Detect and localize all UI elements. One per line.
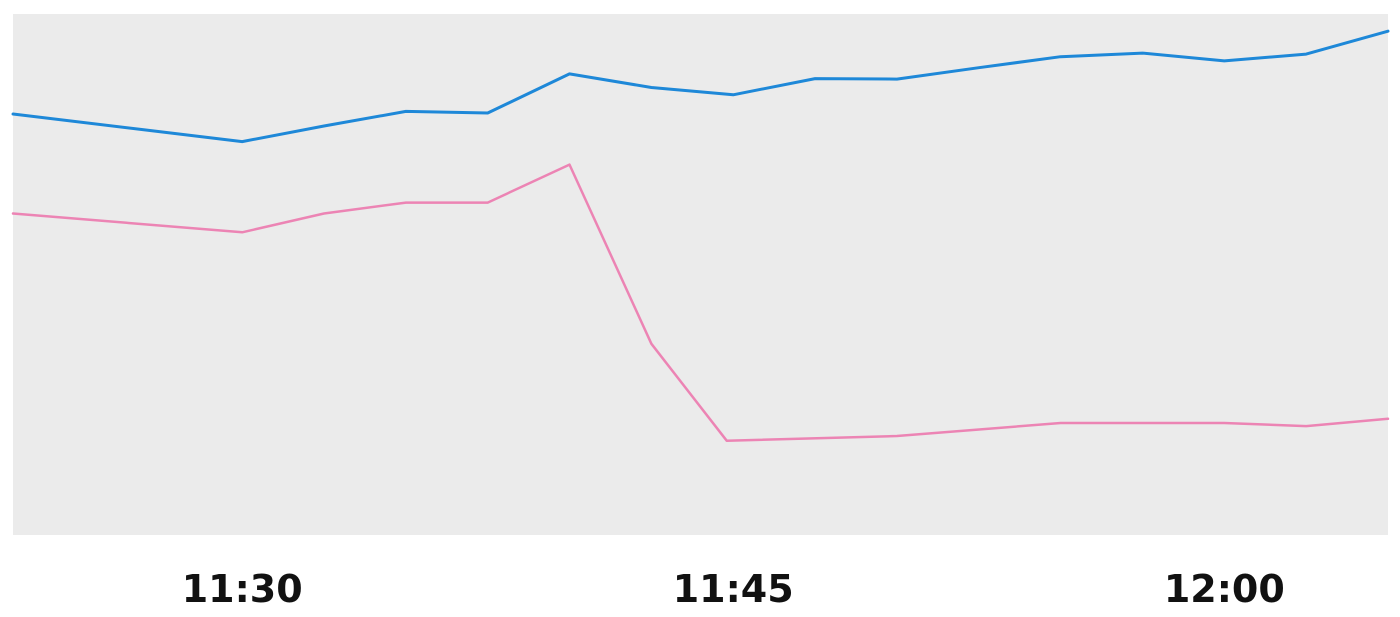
x-axis-ticks: 11:30 11:45 12:00: [182, 567, 1285, 611]
x-tick-label: 12:00: [1164, 567, 1285, 611]
series-line-1: [11, 29, 1390, 144]
x-tick-label: 11:30: [182, 567, 303, 611]
series-layer: [11, 29, 1390, 442]
x-tick-label: 11:45: [673, 567, 794, 611]
plot-area: [13, 14, 1388, 535]
series-line-2: [11, 163, 1390, 442]
